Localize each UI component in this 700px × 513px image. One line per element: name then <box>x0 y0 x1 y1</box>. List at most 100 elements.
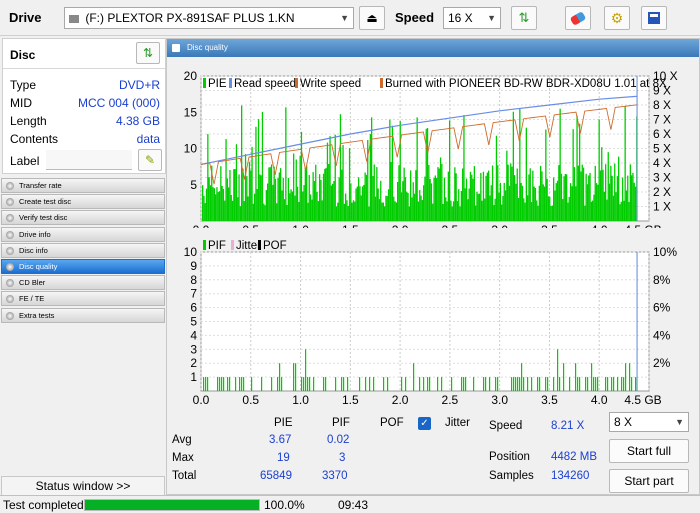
status-window-button[interactable]: Status window >> <box>1 476 165 496</box>
pie-bar <box>616 176 618 221</box>
pif-bar <box>405 377 407 391</box>
pif-bar <box>623 377 625 391</box>
pif-bar <box>293 363 295 391</box>
pif-bar <box>595 377 597 391</box>
pie-bar <box>211 165 213 221</box>
pie-bar <box>267 183 269 221</box>
pif-bar <box>309 377 311 391</box>
pie-bar <box>540 165 542 221</box>
stats-total-label: Total <box>172 470 197 482</box>
disc-label-input[interactable] <box>46 150 132 170</box>
pie-bar <box>605 164 607 221</box>
label-edit-button[interactable]: ✎ <box>138 149 162 171</box>
pie-bar <box>576 115 578 221</box>
pif-bar <box>515 377 517 391</box>
pie-bar <box>347 205 349 221</box>
nav-item-create-test-disc[interactable]: Create test disc <box>1 194 165 210</box>
disc-refresh-button[interactable]: ⇅ <box>136 42 160 64</box>
eject-button[interactable]: ⏏ <box>359 6 385 30</box>
settings-button[interactable]: ⚙ <box>604 6 630 30</box>
pie-bar <box>209 185 212 221</box>
pie-bar <box>382 202 384 221</box>
nav-item-disc-quality[interactable]: Disc quality <box>1 259 165 274</box>
pie-bar <box>437 167 439 221</box>
erase-button[interactable] <box>565 6 591 30</box>
pie-bar <box>510 163 512 221</box>
nav-item-transfer-rate[interactable]: Transfer rate <box>1 178 165 193</box>
drive-select[interactable]: (F:) PLEXTOR PX-891SAF PLUS 1.KN ▼ <box>64 7 354 29</box>
save-button[interactable] <box>641 6 667 30</box>
nav-item-icon <box>6 279 14 288</box>
pie-bar <box>260 175 262 221</box>
pie-bar <box>580 171 582 221</box>
speed-select[interactable]: 16 X ▼ <box>443 7 501 29</box>
pie-bar <box>221 186 223 221</box>
pie-bar <box>376 167 378 221</box>
y-tick-label: 6 <box>190 301 197 315</box>
pie-bar <box>407 192 409 221</box>
pie-bar <box>404 177 407 221</box>
test-speed-select[interactable]: 8 X ▼ <box>609 412 689 432</box>
pie-bar <box>577 165 579 221</box>
nav-item-extra-tests[interactable]: Extra tests <box>1 307 165 323</box>
legend-label: Burned with PIONEER BD-RW BDR-XD08U 1.01… <box>385 78 667 90</box>
pie-bar <box>263 203 265 221</box>
pie-bar <box>486 172 488 221</box>
pie-bar <box>519 108 521 221</box>
pie-bar <box>611 175 613 221</box>
check-icon: ✓ <box>420 418 429 429</box>
eject-icon: ⏏ <box>366 11 378 25</box>
pie-bar <box>218 191 221 221</box>
pie-bar <box>246 176 248 221</box>
nav-item-drive-info[interactable]: Drive info <box>1 226 165 242</box>
pie-bar <box>520 182 522 221</box>
pie-bar <box>356 186 358 221</box>
pie-bar <box>413 193 416 221</box>
drive-label: Drive <box>9 10 42 25</box>
nav-item-label: Transfer rate <box>19 181 62 190</box>
pie-bar <box>523 198 525 221</box>
pif-bar <box>413 363 415 391</box>
refresh-button[interactable]: ⇅ <box>511 6 537 30</box>
nav-item-cd-bler[interactable]: CD Bler <box>1 275 165 291</box>
y-tick-label: 1 <box>190 370 197 384</box>
pie-bar <box>447 171 449 221</box>
pie-bar <box>607 152 609 221</box>
legend-swatch <box>258 240 261 250</box>
x-tick-label: 0.0 <box>193 223 210 228</box>
nav-item-fe-te[interactable]: FE / TE <box>1 291 165 307</box>
left-panel: Disc ⇅ Type DVD+R MID MCC 004 (000) Leng… <box>0 38 166 513</box>
progress-percent: 100.0% <box>264 498 305 512</box>
pif-bar <box>365 377 367 391</box>
pie-bar <box>597 184 599 221</box>
pie-bar <box>623 200 625 221</box>
y-tick-label: 9 <box>190 259 197 273</box>
pie-bar <box>229 170 231 221</box>
pif-bar <box>221 377 223 391</box>
pie-bar <box>328 163 330 221</box>
x-tick-label: 1.0 <box>292 393 309 407</box>
pie-bar <box>511 166 513 221</box>
pie-bar <box>595 183 598 221</box>
nav-item-verify-test-disc[interactable]: Verify test disc <box>1 210 165 226</box>
start-part-button[interactable]: Start part <box>609 469 689 493</box>
pie-bar <box>484 198 486 221</box>
pie-bar <box>620 201 622 221</box>
pif-bar <box>325 377 327 391</box>
x-tick-label: 1.0 <box>292 223 309 228</box>
pif-chart: 0.0 0.5 1.0 1.5 2.0 2.5 3.0 3.5 4.0 4.5 GB 1098765… <box>184 240 677 407</box>
legend-label: PIE <box>208 78 227 90</box>
pie-bar <box>615 192 617 221</box>
nav-item-disc-info[interactable]: Disc info <box>1 242 165 258</box>
pie-bar <box>475 205 477 221</box>
pie-bar <box>507 164 509 221</box>
pie-bars <box>202 105 638 221</box>
pif-bar <box>527 377 529 391</box>
disc-length-value: 4.38 GB <box>115 114 160 128</box>
pie-bar <box>534 187 537 221</box>
pif-bar <box>585 377 587 391</box>
start-full-button[interactable]: Start full <box>609 439 689 463</box>
pie-bar <box>429 178 431 221</box>
jitter-checkbox[interactable]: ✓ <box>418 417 431 430</box>
pie-bar <box>255 126 257 221</box>
